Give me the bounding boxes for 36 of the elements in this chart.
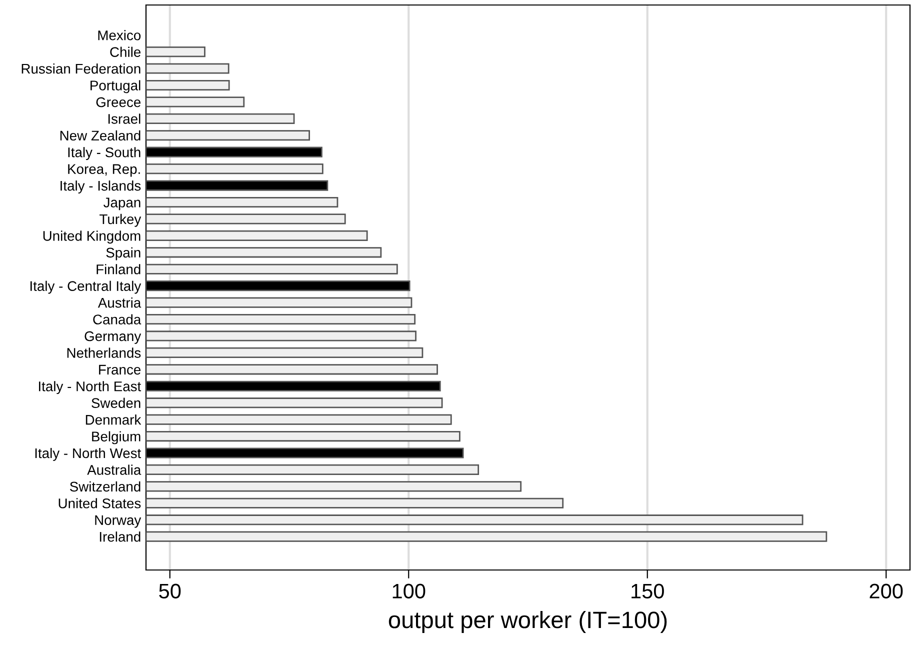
x-axis-title: output per worker (IT=100) [388,610,667,633]
y-tick-label: Italy - North West [35,448,142,461]
y-tick-label: Germany [84,331,142,344]
y-tick-label: Norway [95,515,142,528]
y-tick-label: Spain [106,247,140,260]
y-tick-label: Chile [110,46,141,57]
y-tick-label: Australia [87,464,142,475]
y-tick-label: Denmark [86,414,142,425]
y-tick-label: Italy - Central Italy [30,280,142,294]
y-tick-label: Israel [108,114,140,124]
y-tick-label: Finland [96,264,140,274]
y-tick-label: Belgium [92,431,140,444]
x-tick-label: 150 [632,584,664,598]
x-tick-label: 50 [159,584,181,598]
y-tick-label: Turkey [100,214,142,227]
x-tick-label: 100 [392,584,426,598]
y-tick-label: Japan [104,198,140,210]
y-tick-label: Sweden [92,398,140,408]
x-tick-label: 200 [870,584,903,598]
y-tick-label: Portugal [90,80,140,94]
y-tick-label: Russian Federation [22,63,140,74]
y-tick-label: Korea, Rep. [68,164,140,177]
y-tick-label: Mexico [98,30,141,40]
y-tick-label: Italy - North East [39,381,142,394]
y-tick-label: Italy - Islands [60,180,141,194]
y-tick-label: New Zealand [60,130,140,141]
y-tick-label: Canada [93,314,142,324]
y-tick-label: Greece [96,97,141,108]
y-tick-label: Austria [98,298,142,308]
y-tick-label: Italy - South [68,147,140,160]
y-tick-label: United States [58,498,141,508]
y-tick-label: France [99,364,141,375]
y-tick-label: Switzerland [70,481,140,492]
y-tick-label: Netherlands [67,348,141,358]
y-tick-label: United Kingdom [43,230,140,244]
y-tick-label: Ireland [100,532,140,542]
